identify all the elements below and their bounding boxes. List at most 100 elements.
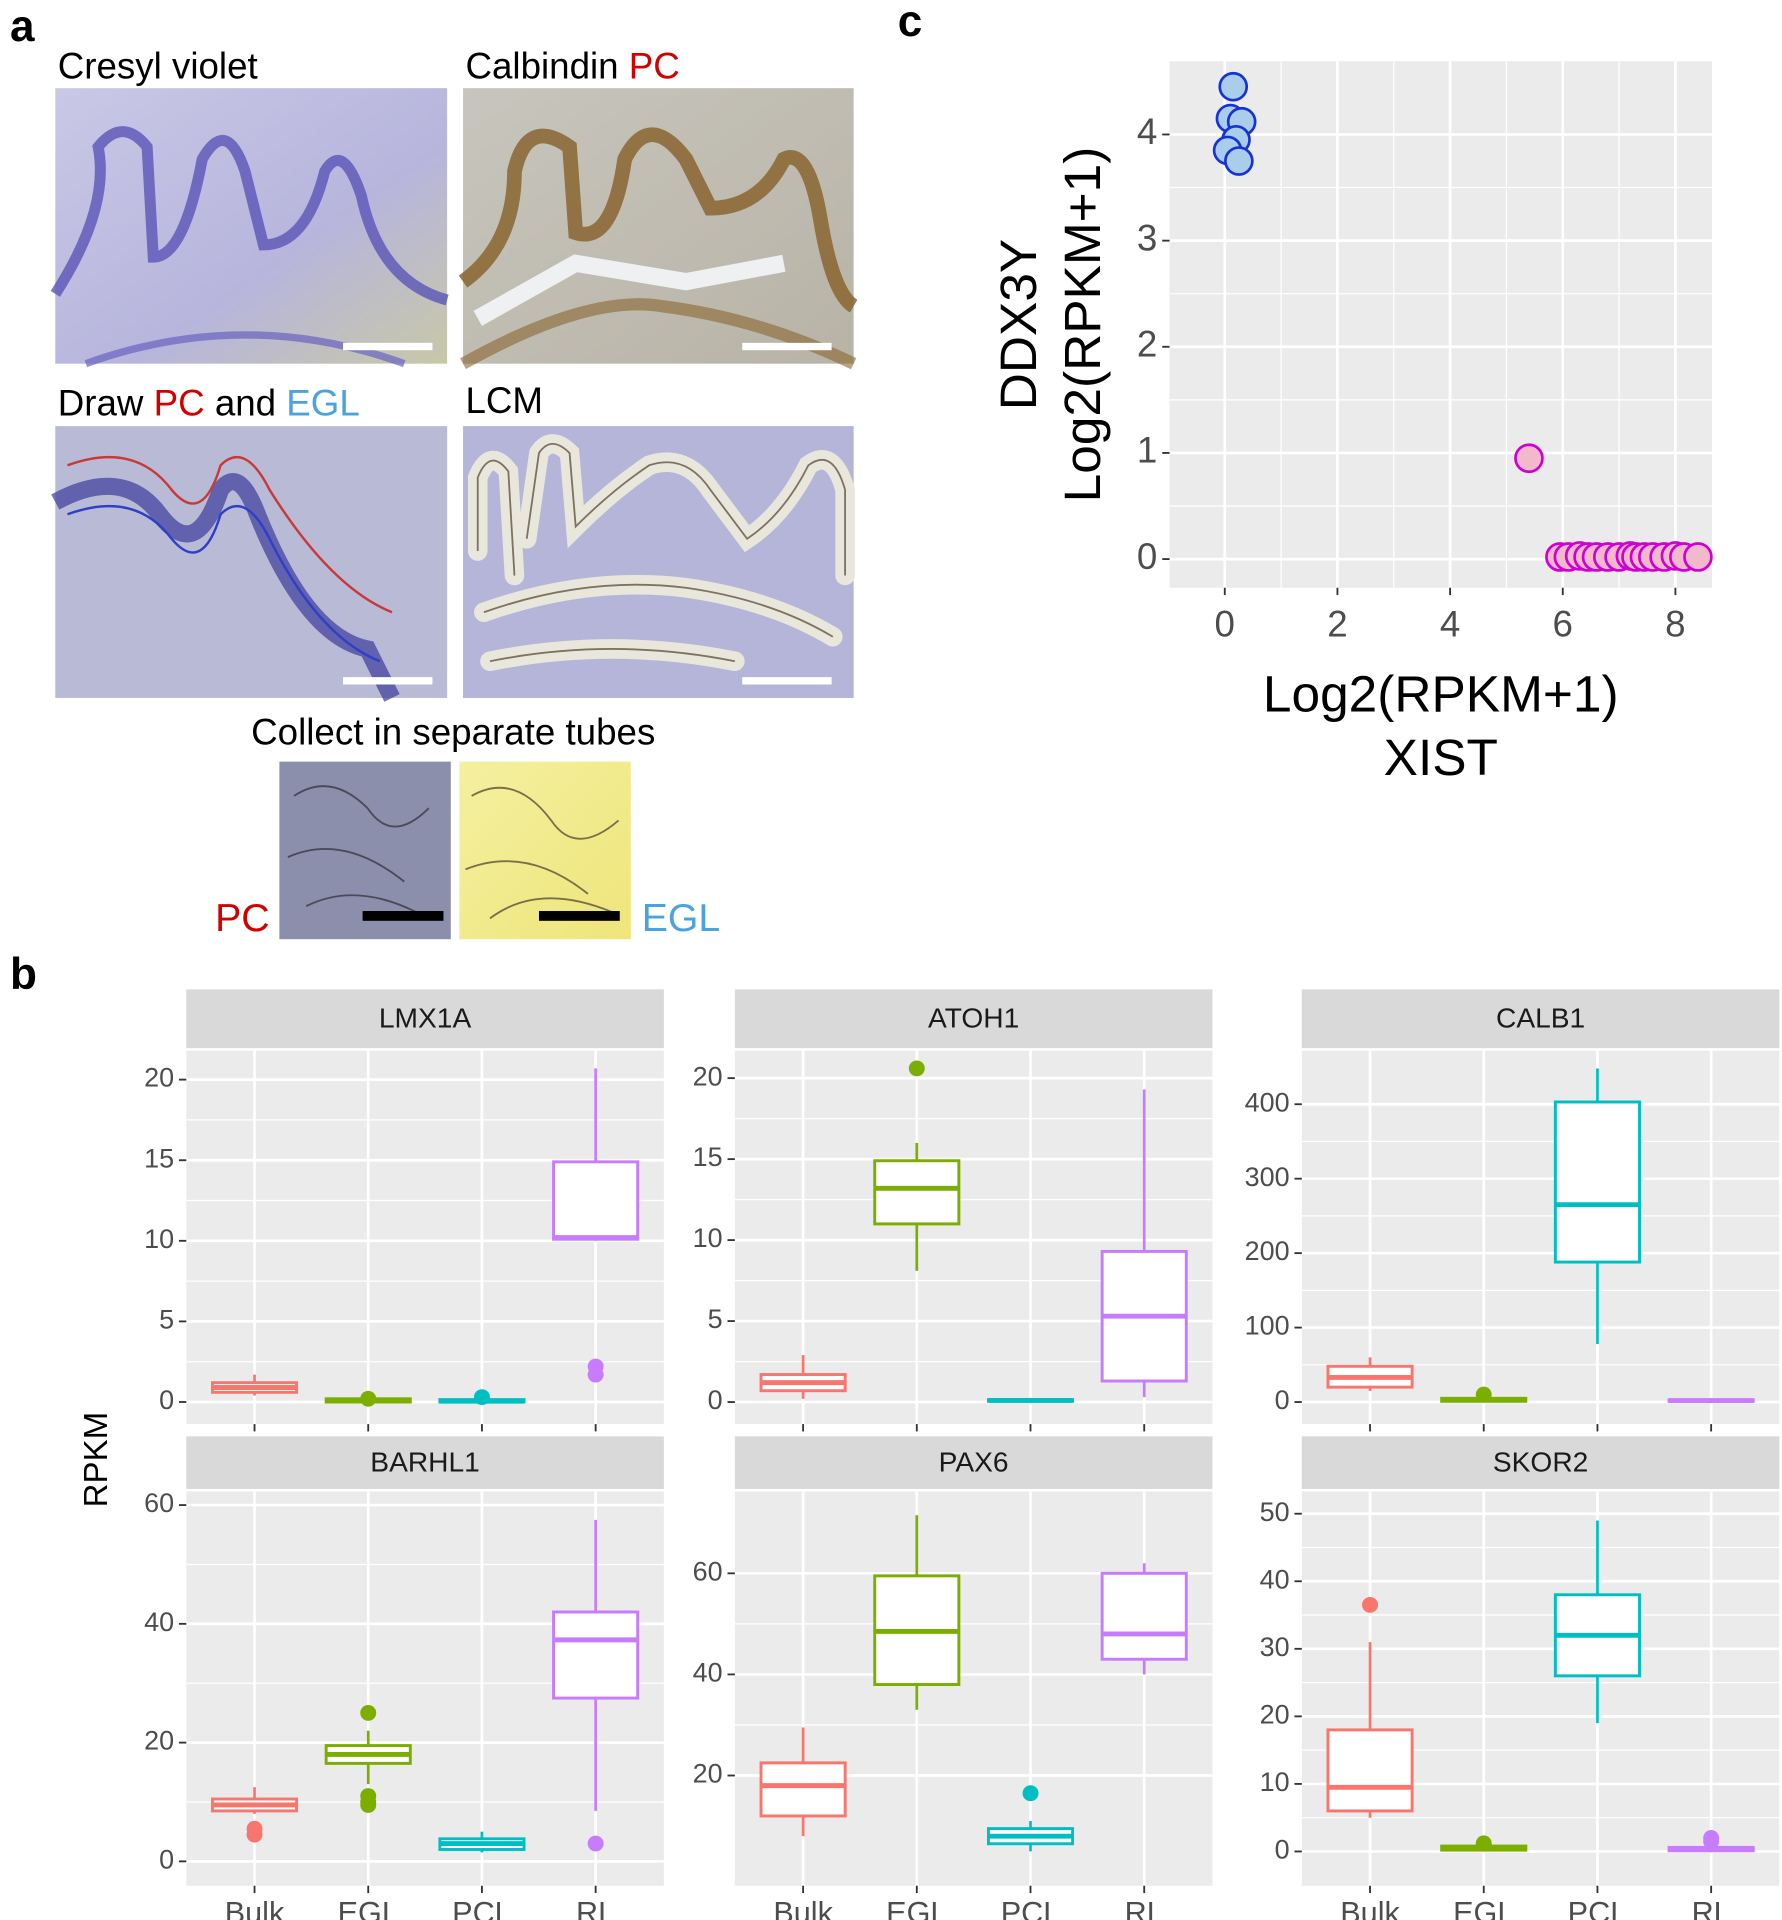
label-segment: Cresyl violet <box>58 45 258 86</box>
y-tick-label: 200 <box>1245 1236 1290 1266</box>
y-tick-label: 5 <box>159 1305 174 1335</box>
plot-background <box>1301 1050 1780 1425</box>
x-axis-label: XIST <box>1384 728 1498 786</box>
outlier <box>360 1390 377 1407</box>
tube-label: PC <box>215 897 269 940</box>
micrograph-calbindin <box>458 88 859 370</box>
x-tick-label: PCL <box>1001 1896 1061 1920</box>
strip-background <box>1301 989 1780 1049</box>
strip-background <box>734 989 1213 1049</box>
facet-title: PAX6 <box>939 1446 1009 1477</box>
y-axis-label: DDX3Y <box>989 239 1047 410</box>
strip-background <box>186 989 664 1049</box>
image-label: Draw PC and EGL <box>58 382 360 423</box>
image-label: Cresyl violet <box>58 45 258 86</box>
facet-title: SKOR2 <box>1493 1446 1588 1477</box>
outlier <box>587 1835 604 1852</box>
y-tick-label: 0 <box>708 1385 723 1415</box>
plot-background <box>734 1491 1213 1886</box>
x-tick-label: RL <box>1125 1896 1164 1920</box>
x-tick-label: PCL <box>452 1896 512 1920</box>
plot-background <box>1301 1491 1780 1886</box>
label-segment: and <box>205 382 287 423</box>
outlier <box>1362 1596 1378 1613</box>
y-tick-label: 40 <box>144 1607 174 1637</box>
facet-title: BARHL1 <box>370 1446 480 1477</box>
y-tick-label: 30 <box>1260 1632 1290 1662</box>
y-tick-label: 20 <box>144 1063 174 1093</box>
x-tick-label: Bulk <box>225 1896 285 1920</box>
y-tick-label: 0 <box>1137 536 1157 577</box>
box <box>1553 1100 1641 1264</box>
y-tick-label: 0 <box>1275 1385 1290 1415</box>
micrograph-lcm <box>463 426 855 698</box>
outlier <box>360 1704 377 1721</box>
collect-title: Collect in separate tubes <box>251 711 655 752</box>
facet-title: CALB1 <box>1496 1002 1585 1033</box>
outlier <box>1703 1829 1720 1846</box>
y-tick-label: 2 <box>1137 323 1157 364</box>
y-tick-label: 3 <box>1137 217 1157 258</box>
box <box>1100 1571 1188 1661</box>
y-tick-label: 400 <box>1245 1087 1290 1117</box>
y-tick-label: 20 <box>1260 1699 1290 1729</box>
tube-image-egl <box>459 761 631 940</box>
box <box>759 1761 847 1818</box>
tube-label: EGL <box>642 897 720 940</box>
point <box>1514 443 1544 474</box>
outlier <box>246 1826 263 1843</box>
panel-label: a <box>10 2 35 51</box>
point <box>1683 542 1713 572</box>
y-tick-label: 0 <box>159 1385 174 1415</box>
y-tick-label: 4 <box>1137 111 1157 152</box>
x-tick-label: 2 <box>1327 604 1347 645</box>
y-tick-label: 60 <box>144 1488 174 1518</box>
y-tick-label: 20 <box>693 1759 723 1789</box>
label-segment: Draw <box>58 382 154 423</box>
box <box>1326 1728 1414 1813</box>
x-tick-label: Bulk <box>1340 1896 1400 1920</box>
label-segment: PC <box>154 382 205 423</box>
y-axis-label: RPKM <box>78 1412 115 1507</box>
outlier <box>473 1389 490 1406</box>
x-tick-label: 4 <box>1440 604 1460 645</box>
label-segment: Calbindin <box>465 45 628 86</box>
x-tick-label: RL <box>1692 1896 1731 1920</box>
y-tick-label: 10 <box>1260 1767 1290 1797</box>
x-tick-label: 6 <box>1553 604 1573 645</box>
y-tick-label: 100 <box>1245 1311 1290 1341</box>
outlier <box>360 1796 377 1813</box>
y-tick-label: 20 <box>693 1061 723 1091</box>
strip-background <box>1301 1436 1780 1489</box>
x-tick-label: RL <box>576 1896 615 1920</box>
label-segment: LCM <box>465 380 543 421</box>
point <box>1224 146 1254 176</box>
y-tick-label: 40 <box>693 1658 723 1688</box>
x-axis-label: Log2(RPKM+1) <box>1263 665 1619 723</box>
image-label: LCM <box>465 380 543 421</box>
micrograph-drawn <box>51 426 448 702</box>
plot-background <box>1169 61 1713 588</box>
y-tick-label: 40 <box>1260 1564 1290 1594</box>
image-label: Calbindin PC <box>465 45 679 86</box>
y-tick-label: 60 <box>693 1556 723 1586</box>
facet-title: LMX1A <box>379 1002 472 1033</box>
x-tick-label: 0 <box>1215 604 1235 645</box>
micrograph-cresyl <box>50 88 449 368</box>
facet-title: ATOH1 <box>928 1002 1019 1033</box>
strip-background <box>734 1436 1213 1489</box>
box <box>873 1159 961 1226</box>
x-tick-label: 8 <box>1665 604 1685 645</box>
outlier <box>587 1366 604 1383</box>
panel-label: c <box>898 0 923 46</box>
y-tick-label: 10 <box>693 1223 723 1253</box>
label-segment: EGL <box>286 382 359 423</box>
label-segment: PC <box>629 45 680 86</box>
box <box>552 1160 640 1241</box>
y-axis-label: Log2(RPKM+1) <box>1053 147 1111 503</box>
x-tick-label: EGL <box>886 1896 947 1920</box>
y-tick-label: 50 <box>1260 1497 1290 1527</box>
y-tick-label: 1 <box>1137 430 1157 471</box>
